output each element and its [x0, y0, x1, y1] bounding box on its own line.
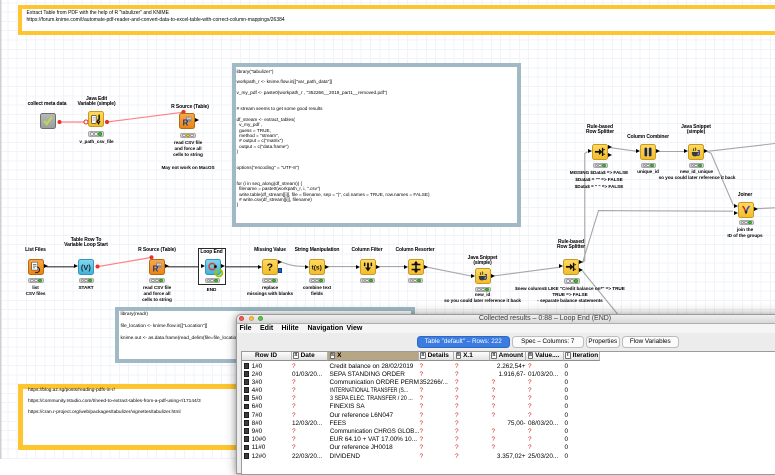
- svg-text:t(s): t(s): [312, 265, 322, 272]
- svg-text:J: J: [483, 273, 487, 282]
- svg-text:R: R: [183, 118, 189, 127]
- svg-text:?: ?: [267, 262, 273, 274]
- svg-text:J: J: [696, 149, 700, 158]
- svg-text:(V): (V): [81, 263, 91, 272]
- svg-text:R: R: [152, 264, 158, 273]
